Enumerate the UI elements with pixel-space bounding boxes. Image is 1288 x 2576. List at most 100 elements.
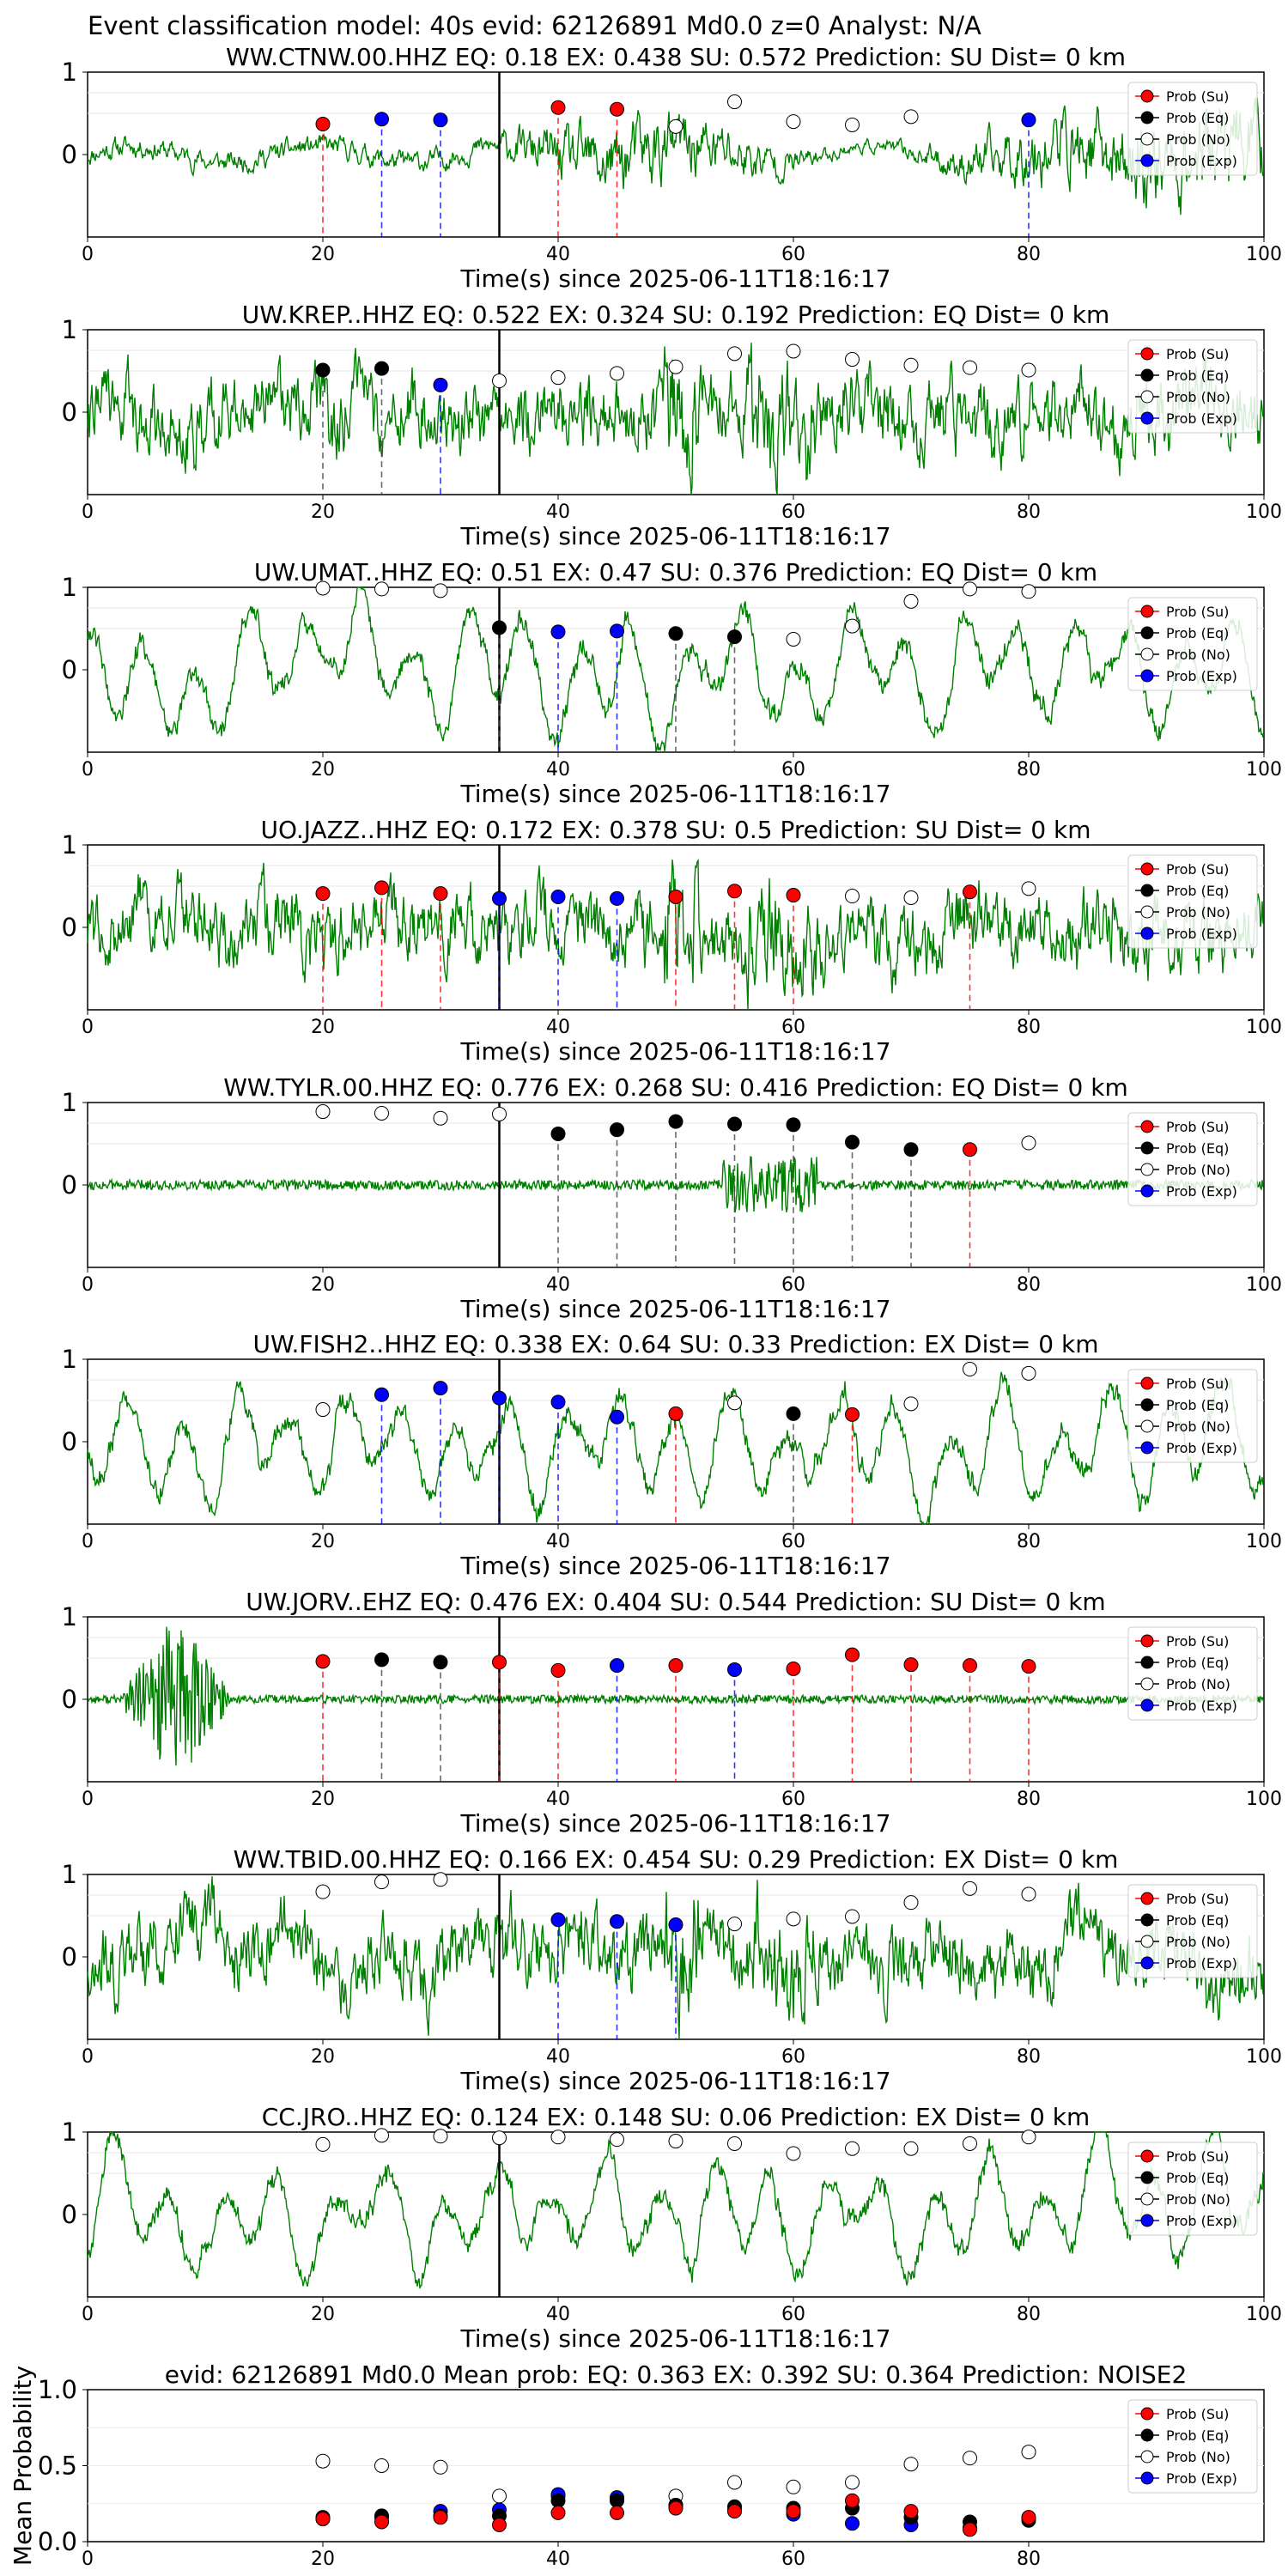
prob-marker-su [315, 1654, 331, 1669]
prob-marker-no [374, 581, 389, 597]
prob-marker-exp [727, 1662, 742, 1677]
x-tick-label: 0 [82, 2549, 94, 2570]
prob-marker-eq [903, 1142, 919, 1157]
panel-title: WW.CTNW.00.HHZ EQ: 0.18 EX: 0.438 SU: 0.… [226, 43, 1126, 71]
prob-marker-eq [433, 1655, 448, 1670]
legend-marker-eq [1140, 2428, 1154, 2442]
legend-marker-no [1140, 2450, 1154, 2464]
prob-marker-no [903, 2141, 919, 2156]
y-tick-label: 0 [62, 1170, 77, 1200]
prob-marker-no [786, 631, 801, 647]
legend-label-exp: Prob (Exp) [1166, 2213, 1237, 2229]
prob-marker-no [845, 1909, 860, 1924]
prob-marker-no [727, 1917, 742, 1932]
prob-marker-no [433, 1110, 448, 1126]
x-tick-label: 20 [311, 1017, 335, 1038]
prob-marker-eq [374, 1652, 389, 1668]
x-tick-label: 100 [1246, 2046, 1282, 2068]
legend-marker-su [1140, 1120, 1154, 1133]
x-tick-label: 40 [546, 244, 570, 265]
mean-marker-su [374, 2514, 389, 2530]
x-tick-label: 80 [1017, 501, 1041, 523]
legend-label-eq: Prob (Eq) [1166, 1912, 1229, 1929]
prob-marker-no [1021, 1886, 1036, 1902]
legend-marker-no [1140, 1163, 1154, 1176]
prob-marker-exp [668, 1917, 683, 1933]
legend-marker-no [1140, 132, 1154, 146]
prob-marker-no [963, 360, 977, 375]
legend-label-eq: Prob (Eq) [1166, 2427, 1229, 2444]
prob-marker-no [550, 2129, 566, 2145]
legend-label-exp: Prob (Exp) [1166, 410, 1237, 427]
x-tick-label: 0 [82, 244, 94, 265]
legend-4: Prob (Su) Prob (Eq) Prob (No) Prob (Exp) [1127, 854, 1258, 949]
legend-marker-su [1140, 1892, 1154, 1905]
legend-label-no: Prob (No) [1166, 2191, 1230, 2208]
legend-marker-su [1140, 1634, 1154, 1648]
prob-marker-no [433, 1872, 448, 1887]
mean-marker-su [433, 2510, 448, 2525]
legend-label-exp: Prob (Exp) [1166, 2470, 1237, 2487]
prob-marker-no [903, 357, 919, 373]
station-panel-8: WW.TBID.00.HHZ EQ: 0.166 EX: 0.454 SU: 0… [62, 1845, 1282, 2095]
prob-marker-no [845, 889, 860, 904]
x-axis-label: Time(s) since 2025-06-11T18:16:17 [459, 780, 890, 808]
figure-suptitle: Event classification model: 40s evid: 62… [88, 11, 981, 40]
legend-frame [1127, 1884, 1258, 1978]
x-tick-label: 100 [1246, 1017, 1282, 1038]
prob-marker-no [1021, 584, 1036, 599]
prob-marker-eq [786, 1406, 801, 1421]
prob-marker-exp [610, 890, 624, 906]
legend-label-no: Prob (No) [1166, 2449, 1230, 2465]
x-axis-label: Time(s) since 2025-06-11T18:16:17 [459, 264, 890, 293]
legend-label-eq: Prob (Eq) [1166, 883, 1229, 899]
y-tick-label: 1 [62, 573, 77, 602]
legend-marker-eq [1140, 1141, 1154, 1155]
legend-frame [1127, 1369, 1258, 1463]
panel-title: UW.JORV..EHZ EQ: 0.476 EX: 0.404 SU: 0.5… [246, 1588, 1105, 1616]
x-tick-label: 20 [311, 2304, 335, 2325]
legend-marker-eq [1140, 1656, 1154, 1669]
x-tick-label: 40 [546, 1274, 570, 1296]
prob-marker-no [727, 346, 742, 361]
x-tick-label: 60 [781, 2046, 805, 2068]
legend-label-exp: Prob (Exp) [1166, 153, 1237, 169]
legend-marker-no [1140, 1935, 1154, 1948]
y-tick-label: 0 [62, 1427, 77, 1456]
x-tick-label: 100 [1246, 1531, 1282, 1552]
y-tick-label: 1 [62, 2117, 77, 2147]
prob-marker-no [668, 2134, 683, 2149]
legend-label-eq: Prob (Eq) [1166, 110, 1229, 126]
prob-marker-no [668, 359, 683, 374]
prob-marker-no [315, 1402, 331, 1418]
prob-marker-su [315, 116, 331, 131]
prob-marker-no [315, 580, 331, 596]
legend-marker-exp [1140, 1956, 1154, 1970]
waveform-trace [87, 586, 1264, 752]
legend-marker-su [1140, 89, 1154, 103]
station-panel-1: WW.CTNW.00.HHZ EQ: 0.18 EX: 0.438 SU: 0.… [62, 43, 1282, 293]
x-tick-label: 0 [82, 2046, 94, 2068]
mean-marker-no [963, 2451, 977, 2466]
y-tick-label: 1.0 [38, 2375, 77, 2404]
prob-marker-no [1021, 362, 1036, 378]
station-panel-4: UO.JAZZ..HHZ EQ: 0.172 EX: 0.378 SU: 0.5… [62, 816, 1282, 1066]
prob-marker-exp [433, 1381, 448, 1396]
mean-probability-panel: evid: 62126891 Md0.0 Mean prob: EQ: 0.36… [9, 2360, 1265, 2570]
panel-title: WW.TYLR.00.HHZ EQ: 0.776 EX: 0.268 SU: 0… [223, 1073, 1128, 1102]
legend-label-exp: Prob (Exp) [1166, 926, 1237, 942]
y-tick-label: 1 [62, 830, 77, 860]
prob-marker-eq [374, 361, 389, 376]
x-tick-label: 20 [311, 2046, 335, 2068]
panel-title: evid: 62126891 Md0.0 Mean prob: EQ: 0.36… [165, 2360, 1188, 2389]
x-tick-label: 60 [781, 244, 805, 265]
x-tick-label: 0 [82, 1274, 94, 1296]
x-tick-label: 80 [1017, 759, 1041, 781]
x-tick-label: 40 [546, 1017, 570, 1038]
prob-marker-su [668, 1658, 683, 1674]
mean-marker-su [727, 2504, 742, 2519]
prob-marker-no [492, 1106, 507, 1121]
legend-marker-eq [1140, 111, 1154, 125]
prob-marker-no [1021, 1135, 1036, 1151]
prob-marker-eq [668, 1114, 683, 1129]
